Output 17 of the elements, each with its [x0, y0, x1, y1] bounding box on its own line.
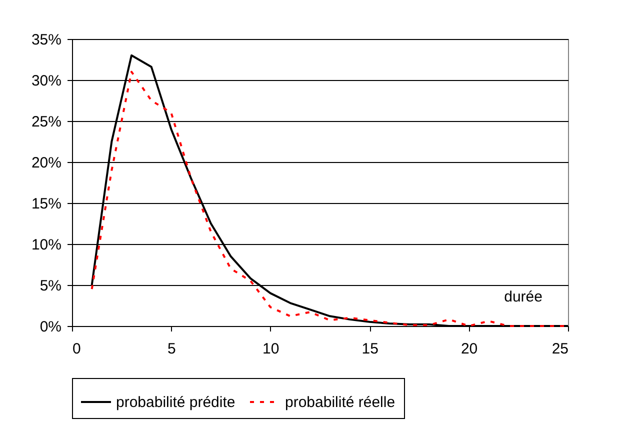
x-tick-label: 15 [362, 340, 378, 358]
legend-label: probabilité réelle [285, 394, 396, 411]
y-tick-label: 20% [31, 154, 62, 172]
y-tick-label: 35% [31, 32, 62, 48]
y-tick-label: 5% [40, 278, 62, 294]
y-tick-label: 25% [31, 114, 62, 130]
legend-label: probabilité prédite [116, 394, 236, 411]
y-tick-label: 15% [31, 196, 62, 212]
x-tick-label: 20 [460, 340, 478, 358]
x-tick-label: 5 [168, 340, 176, 358]
x-tick-label: 25 [552, 340, 568, 358]
x-tick-label: 0 [72, 340, 81, 358]
x-axis-title: durée [504, 288, 542, 306]
y-tick-label: 10% [31, 236, 62, 254]
x-tick-label: 10 [262, 340, 280, 358]
y-tick-label: 0% [40, 318, 62, 336]
y-tick-label: 30% [31, 72, 62, 90]
